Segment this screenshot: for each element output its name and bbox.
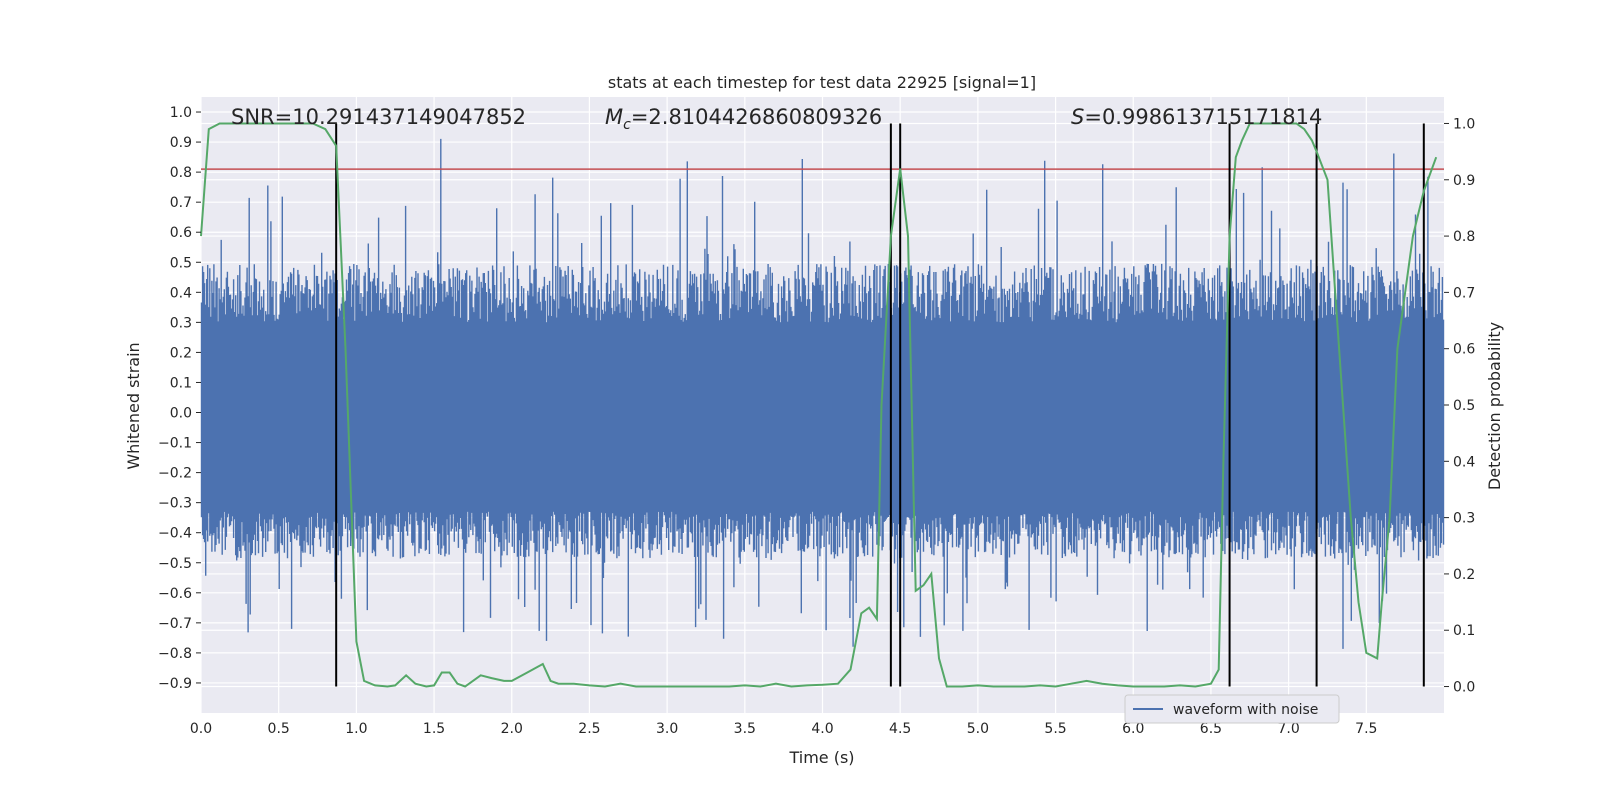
y2-tick-label: 0.9 bbox=[1453, 173, 1475, 189]
y-tick-label: 0.7 bbox=[170, 195, 192, 211]
y-tick-label: 0.2 bbox=[170, 345, 192, 361]
y-tick-label: −0.6 bbox=[158, 586, 192, 602]
y-tick-label: −0.2 bbox=[158, 466, 192, 482]
x-tick-label: 7.5 bbox=[1355, 721, 1377, 737]
waveform-series bbox=[200, 138, 1445, 649]
y-tick-label: 0.5 bbox=[170, 255, 192, 271]
y-tick-label: −0.5 bbox=[158, 556, 192, 572]
chart-title: stats at each timestep for test data 229… bbox=[608, 73, 1036, 92]
legend-label: waveform with noise bbox=[1173, 702, 1318, 718]
y2-tick-label: 0.7 bbox=[1453, 285, 1475, 301]
y-tick-label: 0.8 bbox=[170, 165, 192, 181]
y2-tick-label: 0.0 bbox=[1453, 680, 1475, 696]
y-axis-ticks: 1.0 0.9 0.8 0.7 0.6 0.5 0.4 0.3 0.2 0.1 0.0 −0.1 −0.… bbox=[158, 105, 201, 692]
y-tick-label: −0.3 bbox=[158, 496, 192, 512]
y2-tick-label: 0.1 bbox=[1453, 623, 1475, 639]
y2-tick-label: 0.4 bbox=[1453, 454, 1475, 470]
score-annotation: S=0.998613715171814 bbox=[1071, 105, 1322, 129]
x-tick-label: 1.5 bbox=[423, 721, 445, 737]
y2-tick-label: 0.3 bbox=[1453, 511, 1475, 527]
x-axis-ticks: 0.0 0.5 1.0 1.5 2.0 2.5 3.0 3.5 4.0 4.5 5.0 5.5 6.0 6… bbox=[190, 721, 1378, 737]
x-tick-label: 1.0 bbox=[345, 721, 367, 737]
x-tick-label: 5.5 bbox=[1044, 721, 1066, 737]
overlay bbox=[200, 122, 1444, 688]
x-tick-label: 2.0 bbox=[501, 721, 523, 737]
y-tick-label: 0.0 bbox=[170, 406, 192, 422]
x-tick-label: 2.5 bbox=[578, 721, 600, 737]
y-tick-label: −0.1 bbox=[158, 436, 192, 452]
y2-tick-label: 0.6 bbox=[1453, 342, 1475, 358]
chirp-mass-annotation: Mc=2.8104426860809326 bbox=[605, 105, 882, 133]
x-tick-label: 4.0 bbox=[811, 721, 833, 737]
snr-annotation: SNR=10.291437149047852 bbox=[231, 105, 526, 129]
legend: waveform with noise bbox=[1124, 694, 1340, 724]
x-tick-label: 0.0 bbox=[190, 721, 212, 737]
y-tick-label: −0.4 bbox=[158, 526, 192, 542]
x-tick-label: 3.0 bbox=[656, 721, 678, 737]
x-tick-label: 6.5 bbox=[1200, 721, 1222, 737]
x-tick-label: 4.5 bbox=[889, 721, 911, 737]
detection-probability-line bbox=[200, 122, 1438, 688]
legend-box bbox=[1124, 694, 1340, 724]
x-tick-label: 3.5 bbox=[734, 721, 756, 737]
y2-axis-ticks: 1.0 0.9 0.8 0.7 0.6 0.5 0.4 0.3 0.2 0.1 0.0 bbox=[1444, 116, 1475, 696]
y-tick-label: 0.9 bbox=[170, 135, 192, 151]
y2-tick-label: 1.0 bbox=[1453, 116, 1475, 132]
y2-tick-label: 0.2 bbox=[1453, 567, 1475, 583]
x-tick-label: 6.0 bbox=[1122, 721, 1144, 737]
y2-tick-label: 0.5 bbox=[1453, 398, 1475, 414]
y-tick-label: 0.6 bbox=[170, 225, 192, 241]
x-axis-label: Time (s) bbox=[788, 748, 854, 767]
y2-axis-label: Detection probability bbox=[1485, 322, 1504, 490]
y-tick-label: 0.3 bbox=[170, 315, 192, 331]
y-tick-label: −0.8 bbox=[158, 646, 192, 662]
y-tick-label: 0.1 bbox=[170, 375, 192, 391]
y-axis-label: Whitened strain bbox=[124, 342, 143, 469]
y2-tick-label: 0.8 bbox=[1453, 229, 1475, 245]
y-tick-label: 1.0 bbox=[170, 105, 192, 121]
x-tick-label: 0.5 bbox=[268, 721, 290, 737]
y-tick-label: 0.4 bbox=[170, 285, 192, 301]
x-tick-label: 5.0 bbox=[967, 721, 989, 737]
y-tick-label: −0.7 bbox=[158, 616, 192, 632]
y-tick-label: −0.9 bbox=[158, 676, 192, 692]
x-tick-label: 7.0 bbox=[1277, 721, 1299, 737]
